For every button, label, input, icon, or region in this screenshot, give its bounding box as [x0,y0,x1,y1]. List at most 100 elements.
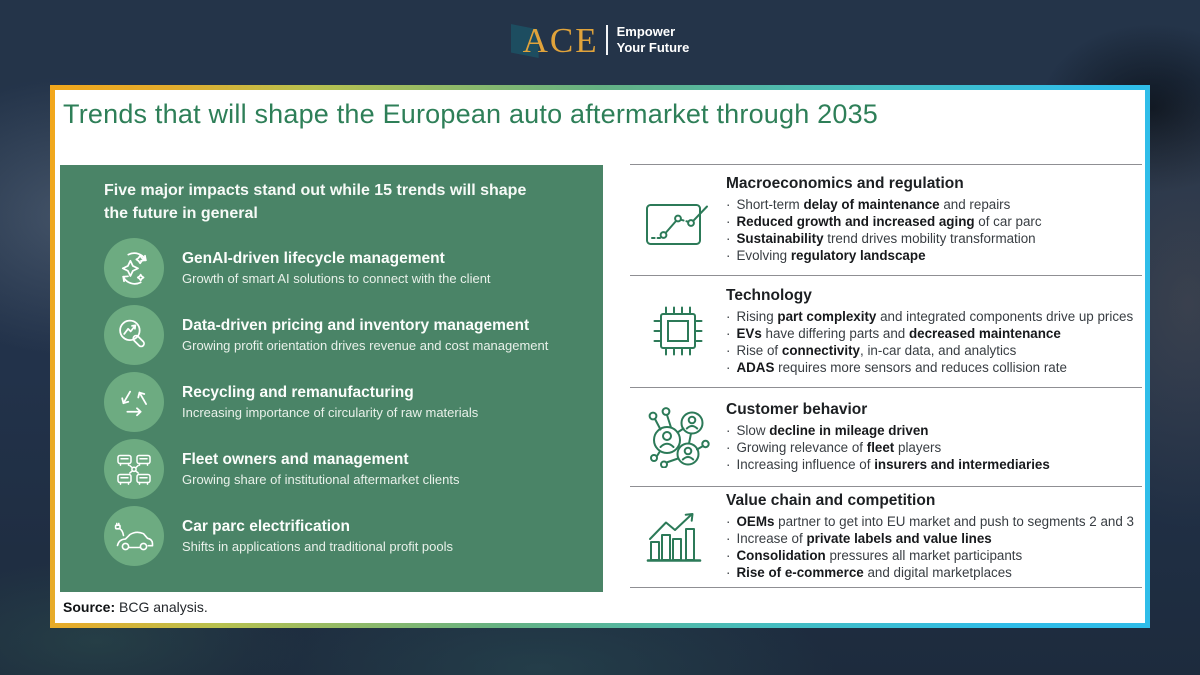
bullet-item: · ADAS requires more sensors and reduces … [726,359,1142,376]
list-item: Fleet owners and management Growing shar… [104,439,589,499]
bullet-text: Increase of private labels and value lin… [736,531,992,546]
people-network-icon [630,406,726,468]
bullet-dot: · [726,359,731,375]
bar-chart-growth-icon [630,508,726,566]
panel-items: GenAI-driven lifecycle management Growth… [104,238,589,573]
chip-icon [630,301,726,361]
divider [630,164,1142,165]
bullet-item: · Sustainability trend drives mobility tr… [726,230,1142,247]
bullet-item: · Slow decline in mileage driven [726,422,1142,439]
section-heading: Customer behavior [726,400,868,418]
bullet-list: · Short-term delay of maintenance and rep… [726,196,1142,264]
source-label: Source: [63,599,116,615]
bullet-item: · Rise of connectivity, in-car data, and … [726,342,1142,359]
panel-heading: Five major impacts stand out while 15 tr… [104,182,527,222]
bullet-text: ADAS requires more sensors and reduces c… [736,359,1067,375]
magnifier-chart-icon [104,305,164,365]
bullet-dot: · [726,565,731,580]
section-customer-behavior: Customer behavior · Slow decline in milea… [630,387,1142,486]
bullet-dot: · [726,422,731,438]
bullet-dot: · [726,456,731,472]
bullet-dot: · [726,214,731,229]
list-item: GenAI-driven lifecycle management Growth… [104,238,589,298]
bullet-dot: · [726,325,731,341]
trend-chart-icon [630,193,726,247]
section-technology: Technology · Rising part complexity and i… [630,275,1142,387]
bullet-dot: · [726,248,731,263]
bullet-list: · Slow decline in mileage driven · Growing… [726,422,1142,473]
logo-wordmark: ACE [522,20,599,60]
ace-ribbon-mark-icon [510,24,539,58]
slide-card: Trends that will shape the European auto… [50,85,1150,628]
divider [630,387,1142,388]
divider [630,275,1142,276]
five-impacts-panel: Five major impacts stand out while 15 tr… [60,165,603,592]
impact-subtitle: Growing share of institutional aftermark… [182,472,460,487]
impact-title: Car parc electrification [182,518,350,535]
logo-tagline-line2: Your Future [616,40,690,55]
bullet-text: Consolidation pressures all market parti… [736,548,1023,563]
bullet-text: EVs have differing parts and decreased m… [736,325,1061,341]
section-heading: Value chain and competition [726,492,936,509]
bullet-text: OEMs partner to get into EU market and p… [736,514,1134,529]
impact-title: Data-driven pricing and inventory manage… [182,317,530,334]
divider [630,587,1142,588]
bullet-text: Reduced growth and increased aging of ca… [736,214,1042,229]
bullet-dot: · [726,231,731,246]
section-heading: Technology [726,286,812,304]
bullet-item: · Rise of e-commerce and digital marketpl… [726,564,1142,581]
genai-cycle-sparkles-icon [104,238,164,298]
list-item: Recycling and remanufacturing Increasing… [104,372,589,432]
bullet-text: Increasing influence of insurers and int… [736,456,1050,472]
bullet-item: · Reduced growth and increased aging of c… [726,213,1142,230]
bullet-list: · Rising part complexity and integrated c… [726,308,1142,376]
recycle-icon [104,372,164,432]
bullet-item: · Increasing influence of insurers and in… [726,456,1142,473]
bullet-dot: · [726,514,731,529]
source-note: Source: BCG analysis. [63,599,208,615]
bullet-item: · OEMs partner to get into EU market and … [726,513,1142,530]
impact-title: GenAI-driven lifecycle management [182,250,445,267]
bullet-text: Rise of e-commerce and digital marketpla… [736,565,1012,580]
impact-subtitle: Growth of smart AI solutions to connect … [182,271,491,286]
bullet-text: Sustainability trend drives mobility tra… [736,231,1036,246]
bullet-dot: · [726,308,731,324]
impact-subtitle: Increasing importance of circularity of … [182,405,479,420]
bullet-dot: · [726,342,731,358]
bullet-text: Growing relevance of fleet players [736,439,942,455]
page-title: Trends that will shape the European auto… [63,99,878,129]
bullet-dot: · [726,197,731,212]
section-heading: Macroeconomics and regulation [726,175,964,192]
bullet-item: · Increase of private labels and value li… [726,530,1142,547]
section-value-chain: Value chain and competition · OEMs partne… [630,486,1142,587]
bullet-dot: · [726,548,731,563]
divider [630,486,1142,487]
bullet-list: · OEMs partner to get into EU market and … [726,513,1142,581]
company-logo: ACE Empower Your Future [0,22,1200,58]
bullet-item: · Growing relevance of fleet players [726,439,1142,456]
bullet-text: Slow decline in mileage driven [736,422,929,438]
bullet-text: Rise of connectivity, in-car data, and a… [736,342,1017,358]
list-item: Data-driven pricing and inventory manage… [104,305,589,365]
bullet-item: · Evolving regulatory landscape [726,247,1142,264]
impact-title: Fleet owners and management [182,451,409,468]
bullet-item: · Rising part complexity and integrated c… [726,308,1142,325]
bullet-item: · EVs have differing parts and decreased … [726,325,1142,342]
logo-separator [605,25,608,55]
bullet-text: Rising part complexity and integrated co… [736,308,1134,324]
logo-tagline: Empower Your Future [617,24,690,55]
section-macroeconomics: Macroeconomics and regulation · Short-ter… [630,164,1142,275]
electric-car-icon [104,506,164,566]
bullet-text: Short-term delay of maintenance and repa… [736,197,1011,212]
bullet-item: · Consolidation pressures all market part… [726,547,1142,564]
logo-tagline-line1: Empower [616,24,676,40]
impact-subtitle: Growing profit orientation drives revenu… [182,338,549,353]
impact-subtitle: Shifts in applications and traditional p… [182,539,453,554]
bullet-item: · Short-term delay of maintenance and rep… [726,196,1142,213]
fleet-cars-network-icon [104,439,164,499]
bullet-text: Evolving regulatory landscape [736,248,926,263]
source-text: BCG analysis. [115,599,208,615]
impact-title: Recycling and remanufacturing [182,384,414,401]
bullet-dot: · [726,531,731,546]
